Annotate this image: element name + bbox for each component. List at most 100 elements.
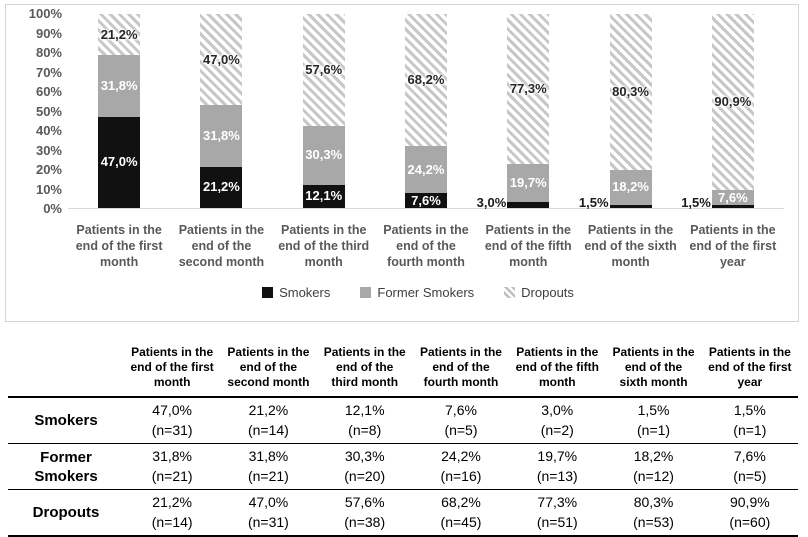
table-cell: 1,5% (n=1) bbox=[637, 402, 671, 438]
table-cell: 77,3% (n=51) bbox=[536, 494, 578, 530]
data-label-former-smokers: 24,2% bbox=[407, 161, 445, 177]
data-label-smokers: 3,0% bbox=[476, 195, 507, 210]
table-cell: 31,8% (n=21) bbox=[151, 448, 193, 484]
segment-dropouts: 21,2% bbox=[98, 14, 141, 56]
bar-column: 3,0% 77,3% 19,7% bbox=[476, 14, 579, 210]
data-label-former-smokers: 7,6% bbox=[718, 189, 748, 205]
table-column-header: Patients in the end of the first month bbox=[130, 345, 214, 389]
y-axis-tick-label: 60% bbox=[35, 84, 62, 99]
x-axis-labels: Patients in the end of the first month Pa… bbox=[12, 222, 784, 270]
table-cell: 47,0% (n=31) bbox=[247, 494, 289, 530]
data-label-former-smokers: 30,3% bbox=[305, 147, 343, 163]
bar-column: 1,5% 90,9% 7,6% bbox=[681, 14, 784, 210]
legend-swatch-former-smokers-icon bbox=[360, 287, 372, 298]
table-row-label: Former Smokers bbox=[34, 448, 98, 485]
segment-former-smokers: 19,7% bbox=[507, 163, 550, 203]
bar-column: 21,2% 31,8% 47,0% bbox=[68, 14, 170, 208]
stacked-bar-chart: 100% 90% 80% 70% 60% 50% 40% 30% 20% 10% 0% 21,2% 3… bbox=[5, 4, 799, 322]
data-label-dropouts: 21,2% bbox=[100, 26, 138, 42]
data-label-smokers: 7,6% bbox=[411, 192, 441, 208]
table-cell: 47,0% (n=31) bbox=[151, 402, 193, 438]
y-axis-tick-label: 30% bbox=[35, 142, 62, 158]
y-axis-tick-label: 40% bbox=[35, 123, 62, 138]
segment-dropouts: 47,0% bbox=[200, 14, 243, 106]
category-label: Patients in the end of the sixth month bbox=[584, 223, 677, 269]
legend-label: Smokers bbox=[279, 285, 331, 300]
y-axis: 100% 90% 80% 70% 60% 50% 40% 30% 20% 10% 0% bbox=[12, 6, 68, 216]
table-column-header: Patients in the end of the first year bbox=[708, 345, 792, 389]
data-label-former-smokers: 31,8% bbox=[100, 77, 138, 93]
y-axis-tick-label: 0% bbox=[43, 201, 62, 216]
table-row: Former Smokers 31,8% (n=21) 31,8% (n=21) 30… bbox=[8, 444, 798, 490]
table-column-header: Patients in the end of the second month bbox=[227, 345, 310, 389]
table-corner-cell bbox=[8, 341, 124, 397]
data-label-dropouts: 57,6% bbox=[305, 61, 343, 77]
legend: Smokers Former Smokers Dropouts bbox=[12, 285, 784, 300]
segment-smokers: 7,6% bbox=[404, 193, 447, 208]
legend-item-dropouts: Dropouts bbox=[504, 285, 574, 300]
table-column-header: Patients in the end of the third month bbox=[323, 345, 406, 389]
legend-item-former-smokers: Former Smokers bbox=[360, 285, 474, 300]
data-label-former-smokers: 19,7% bbox=[509, 175, 547, 191]
y-axis-tick-label: 20% bbox=[35, 162, 62, 177]
legend-swatch-dropouts-icon bbox=[504, 287, 516, 298]
segment-former-smokers: 18,2% bbox=[609, 169, 652, 206]
chart-main: 100% 90% 80% 70% 60% 50% 40% 30% 20% 10% 0% 21,2% 3… bbox=[12, 6, 784, 216]
stacked-bar: 21,2% 31,8% 47,0% bbox=[98, 14, 141, 208]
table-cell: 7,6% (n=5) bbox=[444, 402, 478, 438]
segment-dropouts: 90,9% bbox=[711, 14, 754, 191]
data-label-smokers: 21,2% bbox=[202, 179, 240, 195]
category-label: Patients in the end of the first year bbox=[689, 223, 777, 269]
table-cell: 12,1% (n=8) bbox=[344, 402, 385, 438]
data-table: Patients in the end of the first month Pa… bbox=[8, 341, 798, 537]
data-label-smokers: 1,5% bbox=[578, 195, 609, 210]
segment-dropouts: 80,3% bbox=[609, 14, 652, 170]
legend-label: Former Smokers bbox=[377, 285, 475, 300]
segment-former-smokers: 30,3% bbox=[302, 125, 345, 185]
table-cell: 7,6% (n=5) bbox=[733, 448, 767, 484]
table-cell: 31,8% (n=21) bbox=[247, 448, 289, 484]
category-label: Patients in the end of the fourth month bbox=[383, 223, 469, 269]
table-cell: 24,2% (n=16) bbox=[440, 448, 482, 484]
legend-item-smokers: Smokers bbox=[262, 285, 330, 300]
segment-dropouts: 77,3% bbox=[507, 14, 550, 164]
data-label-dropouts: 80,3% bbox=[612, 83, 649, 99]
segment-smokers bbox=[507, 202, 550, 208]
segment-smokers: 12,1% bbox=[302, 184, 345, 208]
y-axis-tick-label: 100% bbox=[28, 6, 62, 21]
summary-table: Patients in the end of the first month Pa… bbox=[8, 341, 798, 537]
category-label: Patients in the end of the third month bbox=[278, 223, 370, 269]
segment-dropouts: 68,2% bbox=[404, 14, 447, 147]
table-cell: 19,7% (n=13) bbox=[536, 448, 578, 484]
bar-column: 47,0% 31,8% 21,2% bbox=[170, 14, 272, 208]
segment-former-smokers: 7,6% bbox=[711, 190, 754, 206]
table-row-label: Smokers bbox=[34, 412, 98, 429]
stacked-bar: 47,0% 31,8% 21,2% bbox=[200, 14, 243, 208]
data-label-dropouts: 47,0% bbox=[202, 51, 240, 67]
segment-smokers bbox=[609, 205, 652, 208]
category-label: Patients in the end of the fifth month bbox=[484, 223, 572, 269]
category-label: Patients in the end of the second month bbox=[178, 223, 265, 269]
table-cell: 30,3% (n=20) bbox=[344, 448, 386, 484]
y-axis-tick-label: 90% bbox=[35, 25, 62, 41]
table-column-header: Patients in the end of the fifth month bbox=[515, 345, 599, 389]
table-cell: 21,2% (n=14) bbox=[247, 402, 289, 438]
data-label-former-smokers: 18,2% bbox=[612, 179, 649, 195]
stacked-bar: 68,2% 24,2% 7,6% bbox=[404, 14, 447, 208]
segment-smokers: 21,2% bbox=[200, 166, 243, 208]
plot-area: 21,2% 31,8% 47,0% 47,0% 31,8% 21,2% 57,6% 30,3%… bbox=[68, 14, 784, 210]
category-label: Patients in the end of the first month bbox=[75, 223, 163, 269]
segment-former-smokers: 31,8% bbox=[200, 105, 243, 167]
segment-smokers: 47,0% bbox=[98, 116, 141, 208]
data-label-former-smokers: 31,8% bbox=[202, 128, 240, 144]
y-axis-tick-label: 80% bbox=[35, 45, 62, 60]
table-column-header: Patients in the end of the sixth month bbox=[612, 345, 695, 389]
legend-swatch-smokers-icon bbox=[262, 287, 274, 298]
table-cell: 21,2% (n=14) bbox=[151, 494, 193, 530]
table-row: Smokers 47,0% (n=31) 21,2% (n=14) 12,1% (n=… bbox=[8, 397, 798, 444]
table-cell: 90,9% (n=60) bbox=[729, 494, 771, 530]
table-cell: 57,6% (n=38) bbox=[344, 494, 386, 530]
bar-column: 57,6% 30,3% 12,1% bbox=[273, 14, 375, 208]
stacked-bar: 57,6% 30,3% 12,1% bbox=[302, 14, 345, 208]
